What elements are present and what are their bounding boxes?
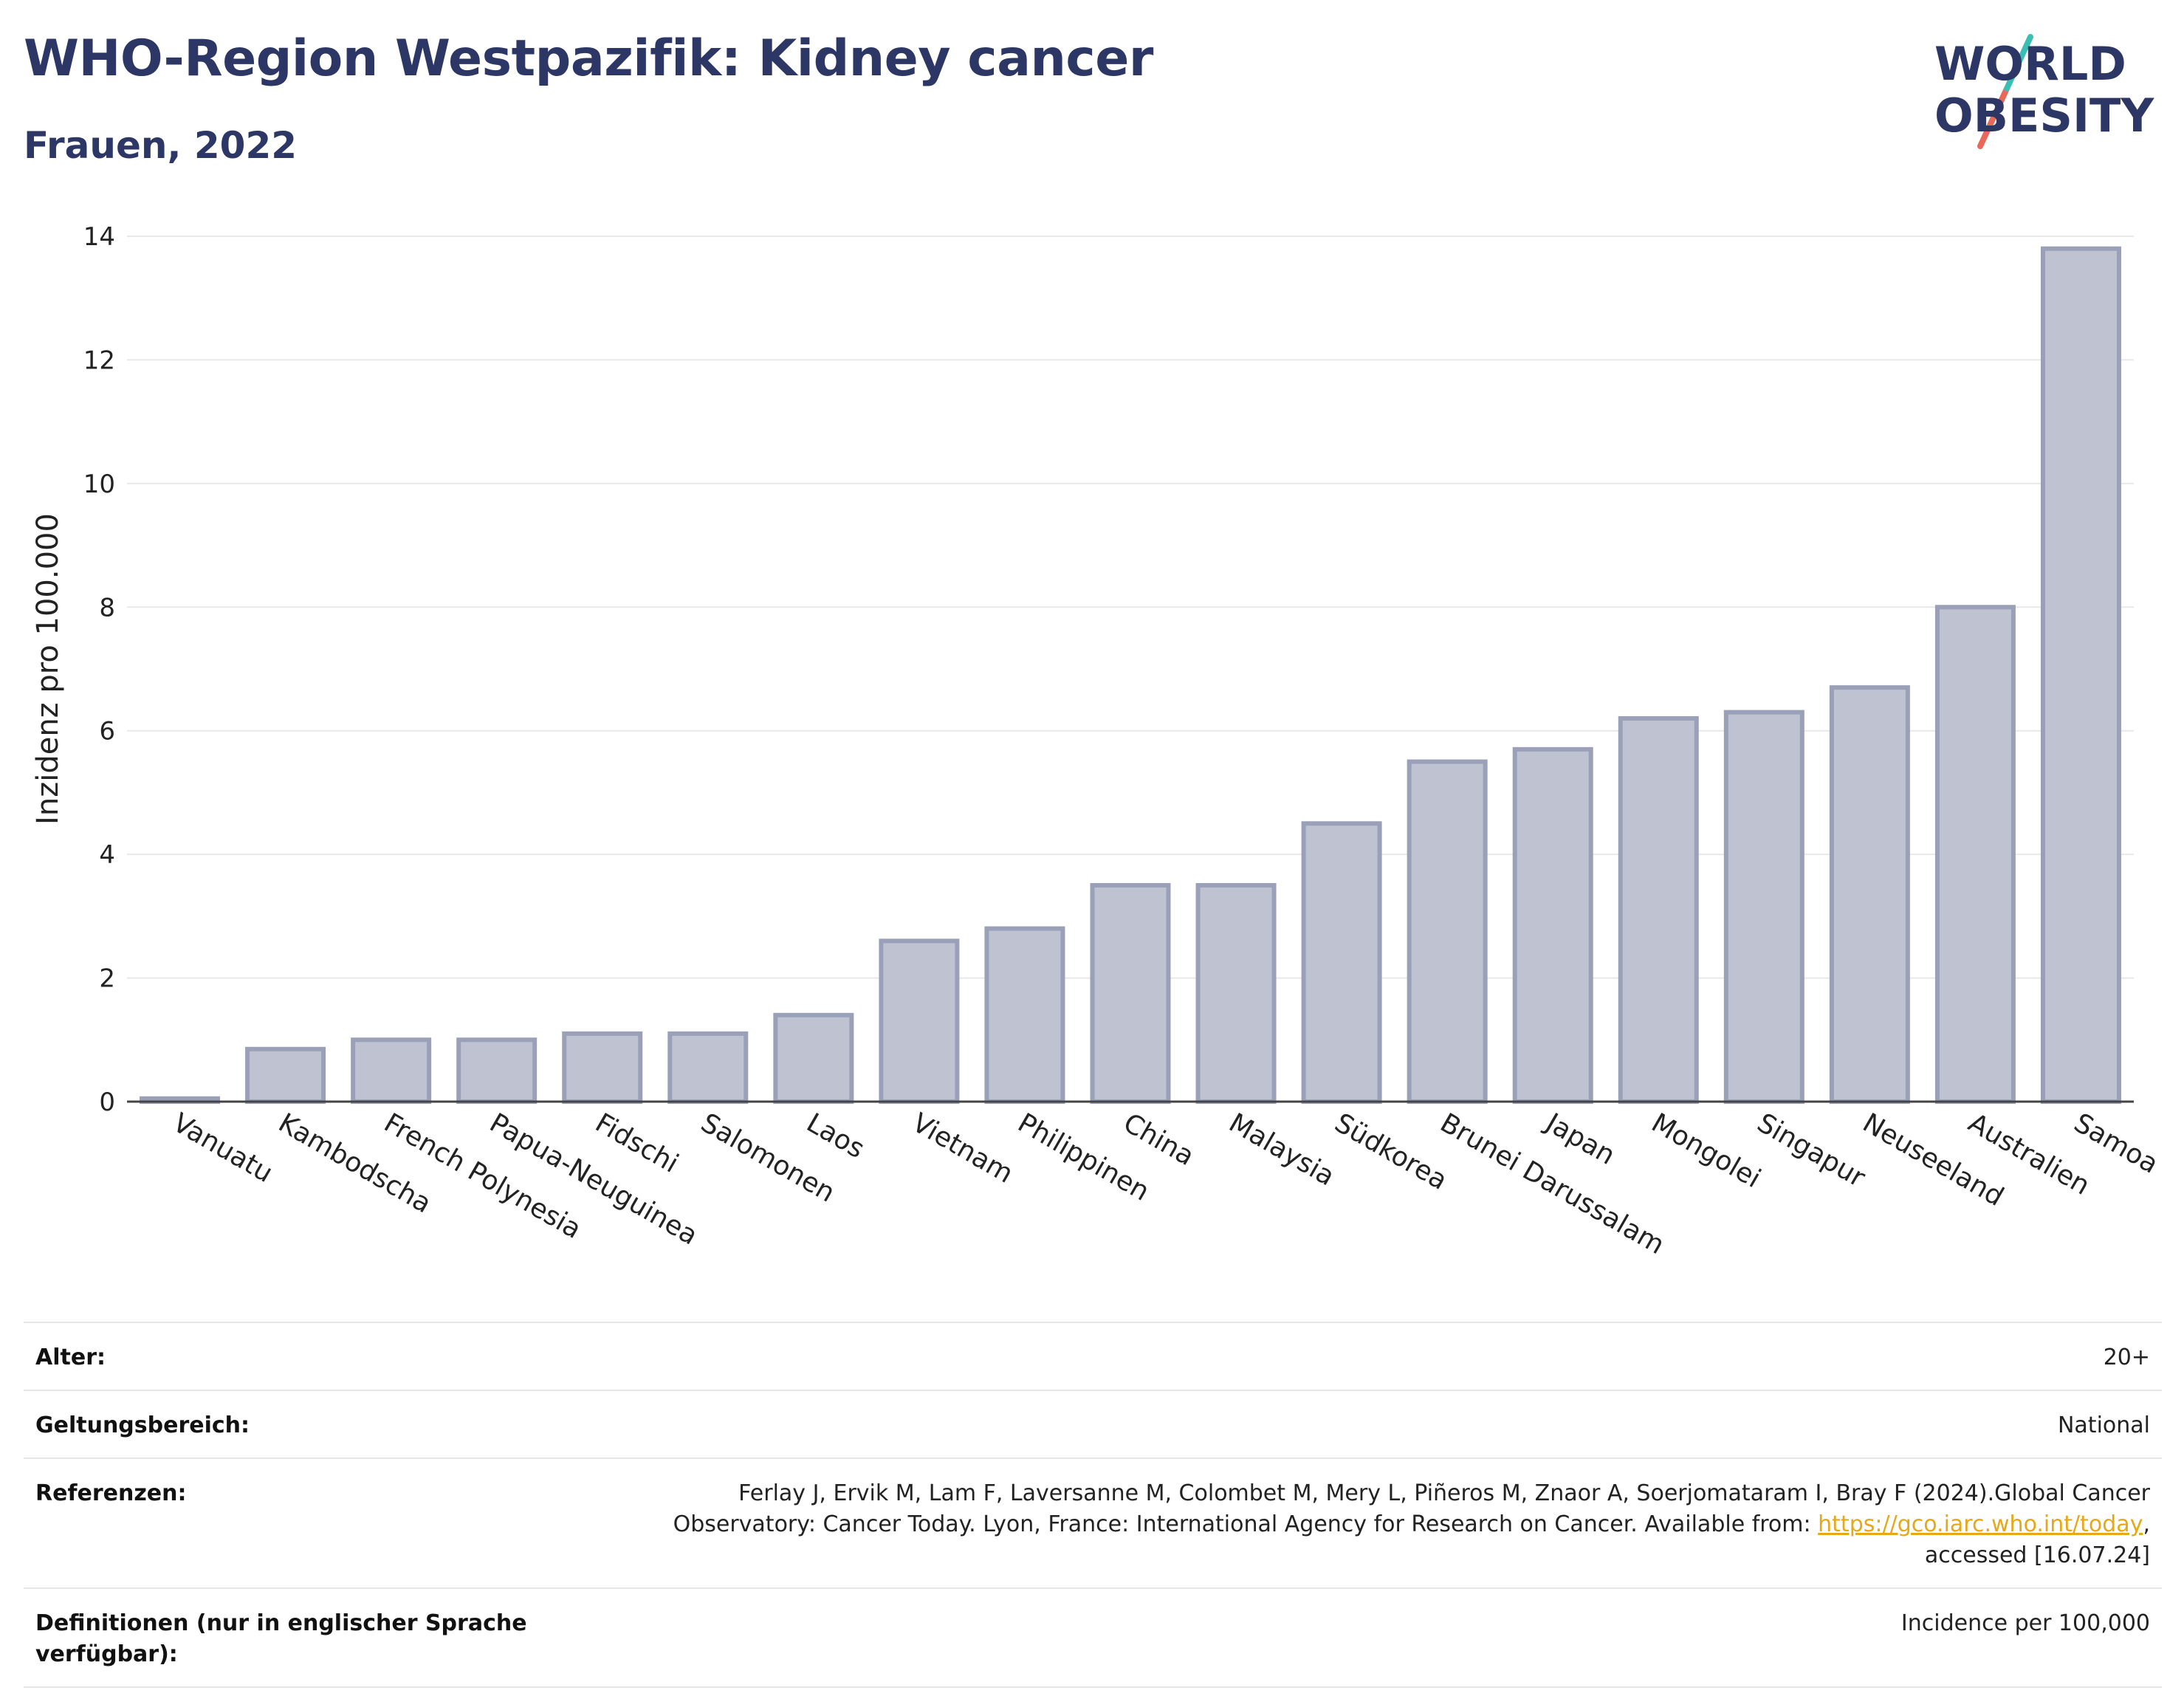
y-tick-label: 10 [83,470,115,499]
bar-french-polynesia[interactable] [351,1037,432,1105]
meta-row-references: Referenzen: Ferlay J, Ervik M, Lam F, La… [24,1458,2162,1587]
x-tick-label: Vietnam [907,1108,1017,1189]
x-tick-label: French Polynesia [379,1108,586,1245]
y-tick-label: 8 [99,593,115,622]
logo-slash-red [1977,86,2010,149]
logo-line-1: WORLD [1934,37,2126,91]
x-tick-label: China [1119,1108,1200,1172]
x-tick-label: Malaysia [1224,1108,1340,1192]
bar-china[interactable] [1090,883,1171,1104]
bar-brunei-darussalam[interactable] [1407,759,1488,1104]
bar-philippinen[interactable] [984,926,1065,1104]
bar-mongolei[interactable] [1618,715,1699,1104]
bar-japan[interactable] [1512,746,1593,1104]
meta-row-definitions: Definitionen (nur in englischer Sprache … [24,1587,2162,1688]
bar-vietnam[interactable] [879,938,960,1105]
y-tick-labels: 0 2 4 6 8 10 12 14 [83,222,115,1117]
reference-accessed: , accessed [16.07.24] [1924,1511,2150,1568]
y-tick-label: 4 [99,840,115,870]
meta-label-references: Referenzen: [35,1480,187,1506]
bar-neuseeland[interactable] [1829,685,1910,1104]
bar-papua-neuguinea[interactable] [456,1037,538,1105]
reference-link[interactable]: https://gco.iarc.who.int/today [1818,1511,2143,1537]
meta-row-age: Alter: 20+ [24,1322,2162,1390]
logo-slash-teal [2004,34,2033,92]
y-tick-label: 2 [99,964,115,994]
meta-row-scope: Geltungsbereich: National [24,1390,2162,1458]
bar-s-dkorea[interactable] [1301,821,1382,1105]
meta-value-definitions: Incidence per 100,000 [1900,1610,2150,1636]
x-tick-label: Südkorea [1330,1108,1452,1196]
bar-fidschi[interactable] [562,1031,643,1105]
bar-australien[interactable] [1934,605,2016,1104]
y-tick-label: 12 [83,346,115,375]
x-tick-label: Japan [1539,1107,1620,1171]
bar-singapur[interactable] [1723,710,1804,1104]
chart-subtitle: Frauen, 2022 [24,124,298,167]
bar-malaysia[interactable] [1195,883,1277,1104]
x-tick-label: Laos [801,1108,869,1164]
chart-title: WHO-Region Westpazifik: Kidney cancer [24,30,1153,88]
y-tick-label: 14 [83,222,115,252]
meta-label-age: Alter: [35,1345,106,1370]
metadata-table: Alter: 20+ Geltungsbereich: National Ref… [24,1322,2162,1688]
x-tick-label: Vanuatu [168,1108,278,1189]
meta-label-definitions: Definitionen (nur in englischer Sprache … [35,1610,527,1667]
x-tick-label: Mongolei [1646,1108,1766,1194]
y-axis-label: Inzidenz pro 100.000 [31,513,65,825]
meta-value-age: 20+ [2103,1345,2150,1370]
meta-label-scope: Geltungsbereich: [35,1412,250,1438]
x-tick-label: Singapur [1752,1108,1870,1193]
bar-salomonen[interactable] [667,1031,749,1105]
meta-value-references: Ferlay J, Ervik M, Lam F, Laversanne M, … [600,1478,2150,1571]
bars [140,246,2121,1105]
y-tick-label: 0 [99,1088,115,1117]
logo-line-2: OBESITY [1934,89,2154,143]
world-obesity-logo: WORLD OBESITY [1934,34,2154,149]
bar-laos[interactable] [773,1012,854,1105]
meta-value-scope: National [2057,1412,2150,1438]
bar-samoa[interactable] [2040,246,2121,1105]
reference-text: Ferlay J, Ervik M, Lam F, Laversanne M, … [673,1480,2150,1537]
y-tick-label: 6 [99,717,115,746]
bar-kambodscha[interactable] [245,1046,326,1105]
